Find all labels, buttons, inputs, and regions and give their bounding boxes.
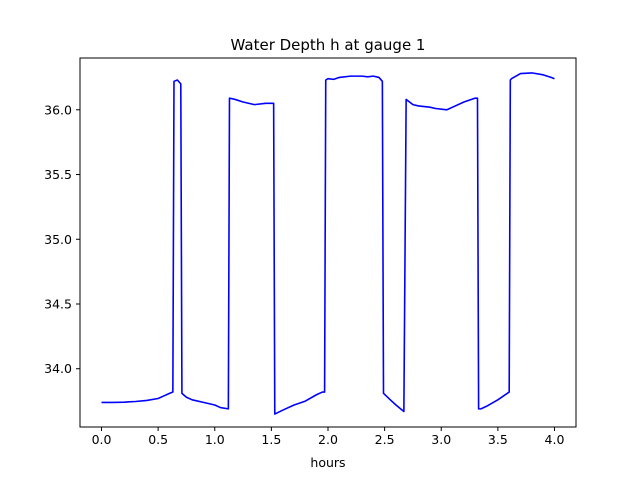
x-tick-label: 4.0 — [545, 432, 565, 447]
x-axis-label: hours — [310, 455, 345, 470]
series-line-1 — [101, 72, 555, 415]
series-layer — [101, 72, 555, 415]
y-tick-label: 35.5 — [44, 167, 72, 182]
x-axis-ticks: 0.0 0.5 1.0 1.5 2.0 2.5 3.0 3.5 4.0 — [92, 427, 565, 447]
x-tick-label: 1.0 — [205, 432, 225, 447]
y-tick-label: 35.0 — [44, 232, 72, 247]
y-axis-ticks: 34.0 34.5 35.0 35.5 36.0 — [44, 102, 80, 376]
x-tick-label: 1.5 — [261, 432, 281, 447]
x-tick-label: 2.0 — [318, 432, 338, 447]
y-tick-label: 34.0 — [44, 361, 72, 376]
x-tick-label: 2.5 — [375, 432, 395, 447]
x-tick-label: 3.0 — [431, 432, 451, 447]
chart-title: Water Depth h at gauge 1 — [231, 36, 426, 54]
plot-frame — [79, 57, 577, 428]
y-tick-label: 36.0 — [44, 102, 72, 117]
plot-area-background — [80, 58, 576, 427]
x-tick-label: 0.5 — [148, 432, 168, 447]
x-tick-label: 0.0 — [92, 432, 112, 447]
x-tick-label: 3.5 — [488, 432, 508, 447]
y-tick-label: 34.5 — [44, 297, 72, 312]
